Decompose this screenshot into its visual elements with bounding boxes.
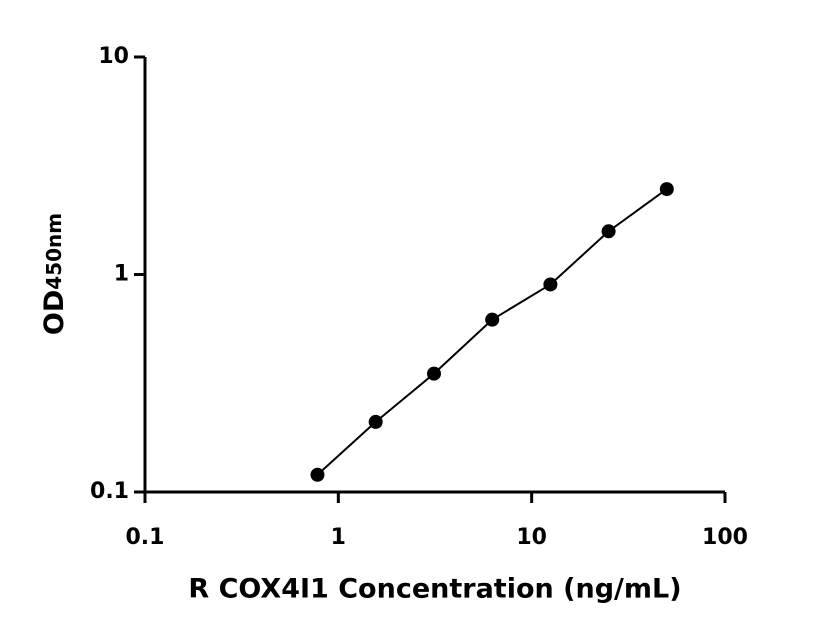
data-point — [543, 277, 558, 292]
x-tick-label: 100 — [702, 525, 748, 550]
y-tick-label: 0.1 — [90, 479, 129, 504]
data-point — [427, 366, 442, 381]
y-axis-title-main: OD — [39, 290, 70, 335]
y-axis-title-sub: 450nm — [42, 213, 66, 290]
data-point — [368, 414, 383, 429]
y-axis-title: OD450nm — [39, 213, 70, 335]
data-point — [310, 467, 325, 482]
x-axis-title: R COX4I1 Concentration (ng/mL) — [188, 574, 681, 605]
data-point — [601, 224, 616, 239]
y-tick-label: 10 — [98, 44, 129, 69]
x-tick-label: 10 — [516, 525, 547, 550]
y-tick-label: 1 — [114, 262, 129, 287]
data-point — [485, 312, 500, 327]
x-tick-label: 1 — [331, 525, 346, 550]
x-tick-label: 0.1 — [126, 525, 165, 550]
data-point — [659, 182, 674, 197]
